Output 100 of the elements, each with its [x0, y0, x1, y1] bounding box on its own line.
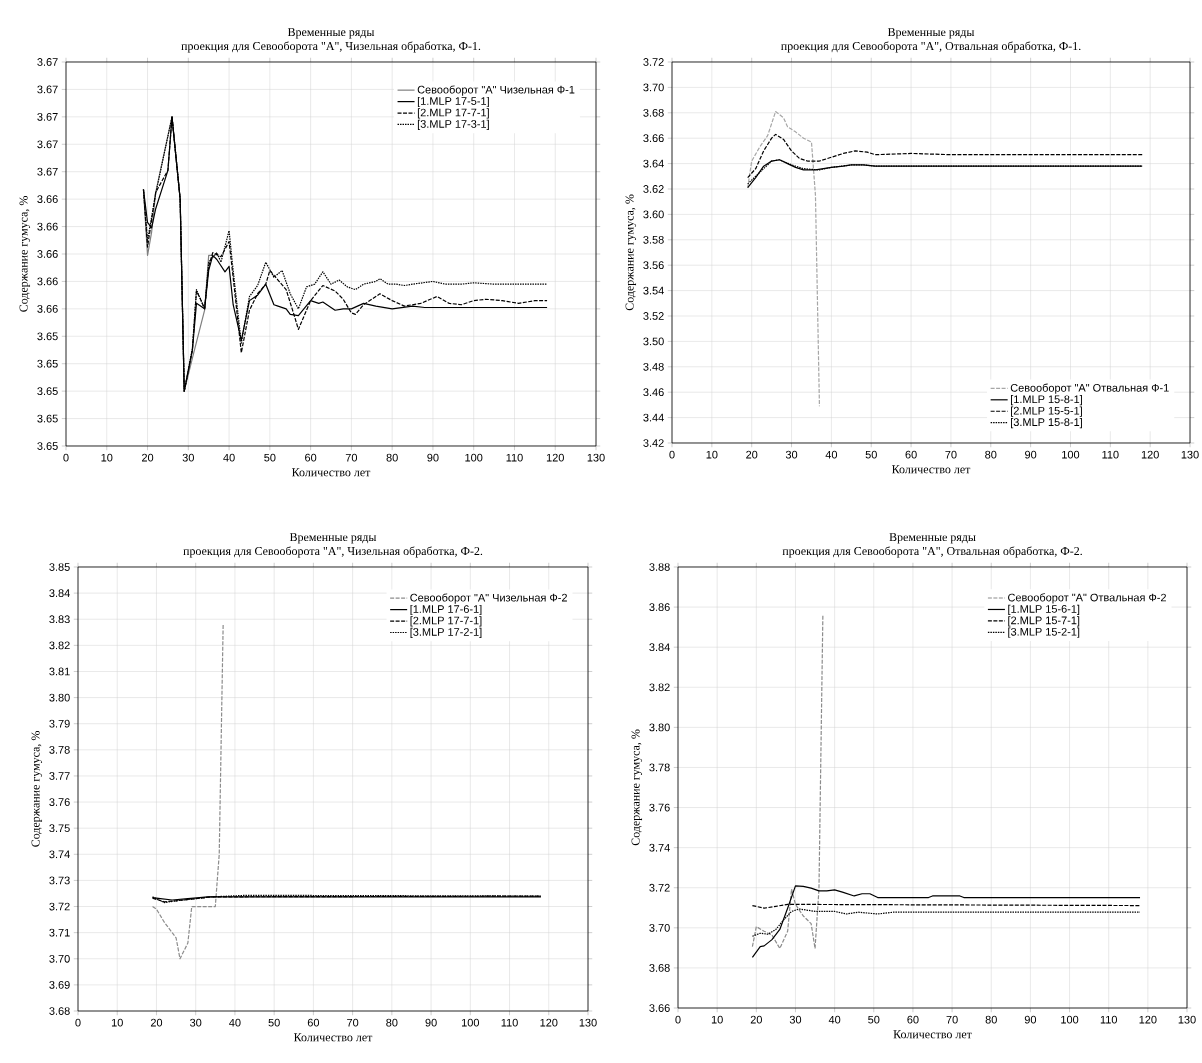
y-tick-label: 3.66	[649, 1004, 670, 1012]
y-tick-label: 3.67	[37, 58, 58, 66]
y-tick-label: 3.75	[49, 824, 70, 833]
y-axis-title: Содержание гумуса, %	[31, 731, 43, 847]
x-tick-label: 40	[223, 453, 235, 462]
y-tick-label: 3.82	[649, 683, 670, 692]
y-tick-label: 3.67	[37, 167, 58, 176]
y-tick-label: 3.42	[643, 439, 664, 447]
y-tick-label: 3.76	[649, 803, 670, 812]
y-tick-label: 3.80	[49, 693, 70, 702]
x-tick-label: 120	[540, 1018, 558, 1027]
x-tick-label: 60	[907, 1015, 919, 1024]
y-tick-label: 3.78	[49, 745, 70, 754]
x-tick-label: 110	[501, 1018, 518, 1027]
x-tick-label: 70	[347, 1018, 359, 1027]
y-tick-label: 3.86	[649, 603, 670, 611]
y-tick-label: 3.65	[37, 332, 58, 341]
y-tick-label: 3.74	[649, 843, 670, 852]
x-tick-label: 0	[75, 1018, 81, 1027]
x-tick-label: 120	[546, 453, 564, 462]
x-tick-label: 130	[587, 453, 605, 462]
x-tick-label: 50	[868, 1015, 880, 1024]
x-tick-label: 100	[462, 1018, 480, 1027]
y-tick-label: 3.65	[37, 442, 58, 450]
x-tick-label: 0	[669, 450, 675, 459]
x-tick-label: 130	[579, 1018, 597, 1027]
y-tick-label: 3.50	[643, 337, 664, 346]
x-tick-label: 90	[1024, 1015, 1037, 1024]
legend-label: [1.MLP 15-6-1]	[1008, 604, 1080, 615]
legend-label: Севооборот "А" Отвальная Ф-1	[1010, 383, 1169, 394]
x-tick-label: 0	[63, 453, 69, 462]
x-tick-label: 20	[141, 453, 154, 462]
y-tick-label: 3.54	[643, 286, 664, 295]
x-axis-title: Количество лет	[893, 1030, 972, 1039]
y-tick-label: 3.88	[649, 563, 670, 571]
x-tick-label: 100	[1062, 450, 1080, 459]
y-tick-label: 3.48	[643, 362, 664, 371]
x-axis-title: Количество лет	[891, 465, 971, 474]
y-tick-label: 3.73	[49, 876, 70, 885]
y-tick-label: 3.84	[649, 643, 670, 652]
y-tick-label: 3.85	[49, 563, 70, 571]
x-tick-label: 80	[985, 1015, 997, 1024]
y-tick-label: 3.66	[37, 195, 58, 204]
y-tick-label: 3.83	[49, 615, 70, 624]
y-tick-label: 3.72	[49, 902, 70, 911]
y-tick-label: 3.67	[37, 112, 58, 121]
x-tick-label: 90	[427, 453, 439, 462]
y-tick-label: 3.68	[49, 1007, 70, 1015]
y-tick-label: 3.76	[49, 798, 70, 806]
chart-subtitle: проекция для Севооборота "А", Отвальная обработка, Ф-2.	[782, 546, 1082, 558]
x-tick-label: 130	[1178, 1015, 1196, 1024]
x-tick-label: 20	[150, 1018, 163, 1027]
x-tick-label: 60	[905, 450, 917, 459]
y-tick-label: 3.65	[37, 414, 58, 423]
x-tick-label: 30	[190, 1018, 202, 1027]
y-tick-label: 3.70	[649, 923, 670, 932]
y-axis-title: Содержание гумуса, %	[631, 729, 643, 846]
x-tick-label: 30	[785, 450, 798, 459]
x-tick-label: 40	[229, 1018, 241, 1027]
y-tick-label: 3.72	[643, 58, 664, 66]
chart-title: Временные ряды	[289, 533, 377, 544]
y-tick-label: 3.66	[37, 222, 58, 231]
y-axis-title: Содержание гумуса, %	[625, 194, 637, 311]
x-tick-label: 20	[746, 450, 758, 459]
x-tick-label: 10	[101, 453, 113, 462]
y-tick-label: 3.70	[643, 83, 664, 92]
x-tick-label: 20	[750, 1015, 762, 1024]
x-tick-label: 120	[1141, 450, 1159, 459]
y-tick-label: 3.68	[643, 108, 664, 117]
legend-label: [2.MLP 15-5-1]	[1011, 406, 1082, 417]
y-tick-label: 3.60	[643, 210, 664, 219]
y-tick-label: 3.64	[643, 159, 664, 168]
x-tick-label: 120	[1139, 1015, 1157, 1024]
y-tick-label: 3.67	[37, 85, 58, 94]
y-tick-label: 3.46	[643, 388, 664, 397]
y-tick-label: 3.62	[643, 185, 664, 193]
x-tick-label: 60	[305, 453, 317, 462]
y-tick-label: 3.82	[49, 641, 70, 650]
x-tick-label: 60	[307, 1018, 320, 1027]
legend-label: [3.MLP 17-3-1]	[417, 119, 489, 130]
legend-label: [2.MLP 17-7-1]	[410, 616, 482, 627]
x-tick-label: 50	[865, 450, 877, 459]
x-tick-label: 50	[264, 453, 276, 462]
legend-label: [2.MLP 17-7-1]	[417, 108, 489, 119]
x-tick-label: 110	[1102, 450, 1119, 459]
y-tick-label: 3.81	[49, 667, 70, 676]
legend-label: Севооборот "А" Чизельная Ф-1	[417, 85, 575, 96]
legend-label: [3.MLP 15-2-1]	[1008, 627, 1080, 638]
y-axis-title: Содержание гумуса, %	[19, 196, 31, 312]
legend-label: [3.MLP 17-2-1]	[410, 627, 482, 638]
x-axis-title: Количество лет	[291, 468, 371, 477]
y-tick-label: 3.56	[643, 261, 664, 270]
x-tick-label: 110	[1100, 1015, 1117, 1024]
y-tick-label: 3.70	[49, 954, 70, 963]
y-tick-label: 3.72	[649, 883, 670, 892]
legend-label: [2.MLP 15-7-1]	[1008, 616, 1080, 627]
x-tick-label: 110	[506, 453, 523, 462]
y-tick-label: 3.44	[643, 413, 664, 422]
y-tick-label: 3.69	[49, 981, 70, 989]
x-tick-label: 30	[182, 453, 194, 462]
